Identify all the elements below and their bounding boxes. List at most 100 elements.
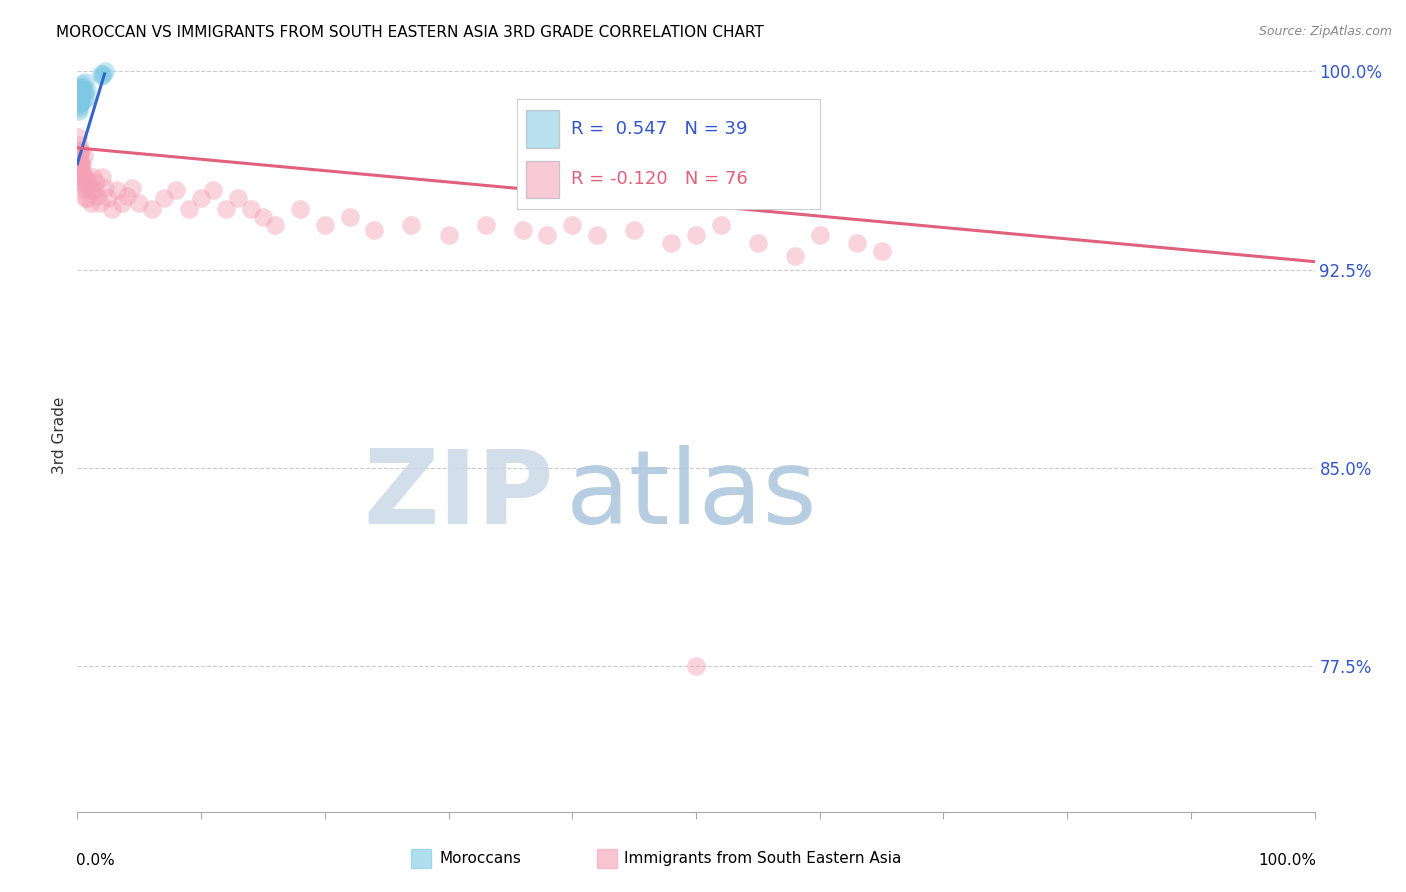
Point [685, 228, 707, 243]
Point [226, 191, 249, 205]
Point [72, 149, 94, 163]
Point [69, 169, 91, 184]
Point [870, 244, 893, 258]
Point [70, 175, 93, 189]
Point [69, 93, 91, 107]
Point [72, 157, 94, 171]
Point [67, 149, 90, 163]
Point [97, 191, 120, 205]
Point [67, 98, 90, 112]
Point [83, 183, 105, 197]
Point [73, 191, 96, 205]
Text: 0.0%: 0.0% [76, 853, 115, 868]
Point [67, 93, 90, 107]
Point [76, 83, 98, 97]
Point [67, 80, 90, 95]
Point [91, 169, 114, 184]
Point [93, 180, 115, 194]
Point [202, 183, 225, 197]
Point [239, 202, 262, 216]
Bar [598, 849, 617, 868]
Point [77, 175, 100, 189]
Point [105, 183, 128, 197]
Point [69, 83, 91, 97]
Point [84, 175, 107, 189]
Point [561, 218, 583, 232]
Point [75, 180, 97, 194]
Point [72, 88, 94, 103]
Point [401, 218, 423, 232]
Point [69, 144, 91, 158]
Point [69, 90, 91, 104]
Point [72, 164, 94, 178]
Point [72, 83, 94, 97]
Point [288, 202, 311, 216]
Point [215, 202, 238, 216]
Point [747, 236, 769, 251]
Text: MOROCCAN VS IMMIGRANTS FROM SOUTH EASTERN ASIA 3RD GRADE CORRELATION CHART: MOROCCAN VS IMMIGRANTS FROM SOUTH EASTER… [56, 25, 763, 40]
Point [79, 183, 101, 197]
Point [623, 223, 645, 237]
Point [70, 157, 93, 171]
Point [67, 138, 90, 153]
Point [72, 169, 94, 184]
Text: Source: ZipAtlas.com: Source: ZipAtlas.com [1258, 25, 1392, 38]
Point [70, 88, 93, 103]
Point [190, 191, 212, 205]
Point [67, 88, 90, 103]
Point [69, 154, 91, 169]
Point [70, 144, 93, 158]
Point [339, 210, 361, 224]
Point [153, 191, 176, 205]
Point [86, 188, 108, 202]
Point [73, 75, 96, 89]
Point [808, 228, 831, 243]
Point [363, 223, 385, 237]
Point [82, 183, 104, 197]
Point [536, 228, 558, 243]
Point [69, 86, 91, 100]
Point [67, 90, 90, 104]
Point [69, 95, 91, 110]
Point [101, 202, 124, 216]
Point [314, 218, 336, 232]
Point [67, 90, 90, 104]
Point [70, 95, 93, 110]
Point [474, 218, 496, 232]
Point [72, 175, 94, 189]
Text: ZIP: ZIP [363, 444, 554, 546]
Point [67, 101, 90, 115]
Point [72, 78, 94, 92]
Point [586, 228, 609, 243]
Point [89, 196, 111, 211]
Point [67, 103, 90, 118]
Point [73, 175, 96, 189]
Point [91, 70, 114, 84]
Point [90, 67, 112, 81]
Point [72, 93, 94, 107]
Point [67, 86, 90, 100]
Text: atlas: atlas [567, 444, 818, 546]
Point [121, 180, 143, 194]
Text: Immigrants from South Eastern Asia: Immigrants from South Eastern Asia [624, 851, 901, 866]
Text: 100.0%: 100.0% [1258, 853, 1316, 868]
Point [111, 196, 134, 211]
Point [845, 236, 868, 251]
Point [75, 90, 97, 104]
Point [437, 228, 460, 243]
Point [70, 90, 93, 104]
Point [76, 191, 98, 205]
Point [75, 169, 97, 184]
Point [67, 95, 90, 110]
Point [67, 157, 90, 171]
Bar [412, 849, 432, 868]
Point [69, 88, 91, 103]
Point [70, 162, 93, 177]
Point [82, 169, 104, 184]
Point [66, 130, 89, 145]
Point [710, 218, 733, 232]
Point [67, 95, 90, 110]
Point [72, 80, 94, 95]
Point [67, 144, 90, 158]
Point [80, 196, 103, 211]
